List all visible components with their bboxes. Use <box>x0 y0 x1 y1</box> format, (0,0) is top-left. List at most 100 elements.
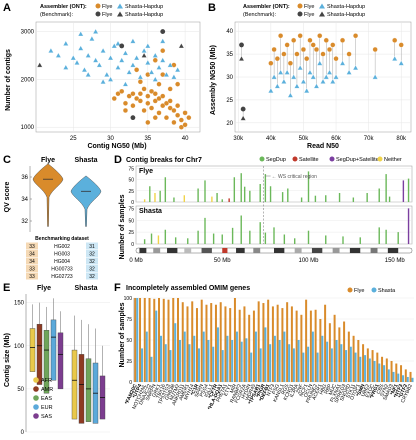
flye-point <box>148 105 155 111</box>
x-axis-label: Contig NG50 (Mb) <box>87 143 146 150</box>
flye-bar <box>286 302 289 382</box>
flye-point <box>300 46 306 53</box>
legend-flye: Flye <box>102 4 112 10</box>
flye-bar <box>352 197 355 202</box>
flye-bar <box>305 299 308 382</box>
legend-shasta-marker <box>117 3 123 9</box>
shasta-point <box>294 83 300 89</box>
flye-box <box>50 319 57 381</box>
flye-qv-cell: 34 <box>29 259 35 265</box>
shasta-point <box>307 69 313 75</box>
dataset-cell: HG004 <box>54 259 70 265</box>
panel-b: B Assembler (ONT): (Benchmark): Flye Sha… <box>205 0 416 152</box>
shasta-bar <box>212 233 215 244</box>
panel-c: C Flye Shasta QV score 32 34 36 Benchmarki… <box>0 152 112 280</box>
flye-point <box>297 33 303 39</box>
benchmark-flye-point <box>130 115 136 121</box>
flye-point <box>137 79 143 85</box>
flye-bar <box>385 358 388 382</box>
flye-point <box>152 98 158 104</box>
x-tick-label: 60k <box>331 136 342 142</box>
shasta-qv-cell: 32 <box>89 274 95 280</box>
shasta-point <box>115 40 121 46</box>
ideogram-band <box>370 248 378 253</box>
flye-bar <box>211 196 213 202</box>
flye-point <box>167 105 173 111</box>
flye-bar <box>153 298 156 382</box>
shasta-bar <box>141 348 144 382</box>
shasta-bar <box>150 356 153 382</box>
shasta-point <box>48 47 54 53</box>
gene-label: *PIGR <box>255 383 267 399</box>
flye-point <box>122 107 129 114</box>
y-tick-label: 75 <box>128 166 134 172</box>
panel-letter: C <box>3 154 11 166</box>
shasta-point <box>152 52 159 58</box>
flye-point <box>398 42 404 48</box>
shasta-point <box>81 66 88 73</box>
shasta-bar <box>411 377 414 382</box>
flye-bar <box>307 171 310 202</box>
gene-label: NTF3 <box>266 383 277 397</box>
gene-label: ZNF <box>295 383 305 394</box>
gene-label: GRK1 <box>151 383 162 398</box>
flye-bar <box>402 180 405 202</box>
flye-point <box>182 110 188 116</box>
shasta-point <box>323 74 330 80</box>
legend-benchmark-label: (Benchmark): <box>40 12 73 18</box>
shasta-point <box>171 74 177 80</box>
shasta-bar <box>378 363 381 382</box>
legend-swatch <box>33 413 39 419</box>
flye-bar <box>281 308 284 382</box>
y-tick-label: 25 <box>128 189 134 195</box>
y-tick-label: 2000 <box>21 77 35 83</box>
x-tick-label: 70k <box>364 136 375 142</box>
legend-label: Satellite <box>299 157 319 163</box>
y-tick-label: 0 <box>131 242 134 248</box>
shasta-bar <box>340 344 343 382</box>
ideogram-band <box>253 248 261 253</box>
shasta-point <box>333 74 339 80</box>
flye-bar <box>159 190 161 202</box>
shasta-point <box>156 64 162 70</box>
shasta-bar <box>385 229 387 244</box>
shasta-bar <box>204 217 206 244</box>
flye-bar <box>267 299 270 382</box>
flye-bar <box>214 304 217 382</box>
flye-bar <box>357 340 360 382</box>
legend-bench-flye: Flye <box>102 12 112 18</box>
flye-bar <box>243 306 246 382</box>
shasta-point <box>77 45 84 51</box>
flye-bar <box>233 298 236 382</box>
flye-bar <box>143 199 146 202</box>
flye-bar <box>210 303 213 382</box>
legend-flye-swatch <box>347 287 353 293</box>
y-axis-label: Number of samples <box>119 194 126 259</box>
shasta-point <box>174 66 181 73</box>
shasta-bar <box>397 373 400 382</box>
y-tick-label: 0 <box>131 200 134 206</box>
benchmark-shasta-point <box>238 55 245 61</box>
flye-bar <box>366 348 369 382</box>
shasta-bar <box>145 331 148 382</box>
shasta-bar <box>402 375 405 382</box>
flye-bar <box>173 197 175 202</box>
shasta-point <box>89 35 95 41</box>
y-tick-label: 25 <box>226 98 233 104</box>
dataset-cell: HG003 <box>54 252 70 258</box>
gene-label: IGLL1 <box>203 383 214 398</box>
box-contig-size: E Flye Shasta Contig size (Mb) 0 50 100 150… <box>3 282 110 436</box>
x-tick-label: 100 Mb <box>298 258 319 264</box>
shasta-point <box>316 60 323 66</box>
legend-bench-shasta: Shasta-Hapdup <box>125 12 163 18</box>
shasta-point <box>144 59 151 65</box>
shasta-point <box>92 57 99 63</box>
shasta-bar <box>326 341 329 382</box>
x-tick-label: 30k <box>233 136 244 142</box>
panel-a: A Assembler (ONT): (Benchmark): Flye Sha… <box>0 0 205 152</box>
flye-point <box>141 107 147 114</box>
legend-swatch <box>33 395 39 401</box>
flye-bar <box>395 363 398 382</box>
gene-label: *SMN <box>355 383 366 398</box>
shasta-point <box>339 60 346 66</box>
